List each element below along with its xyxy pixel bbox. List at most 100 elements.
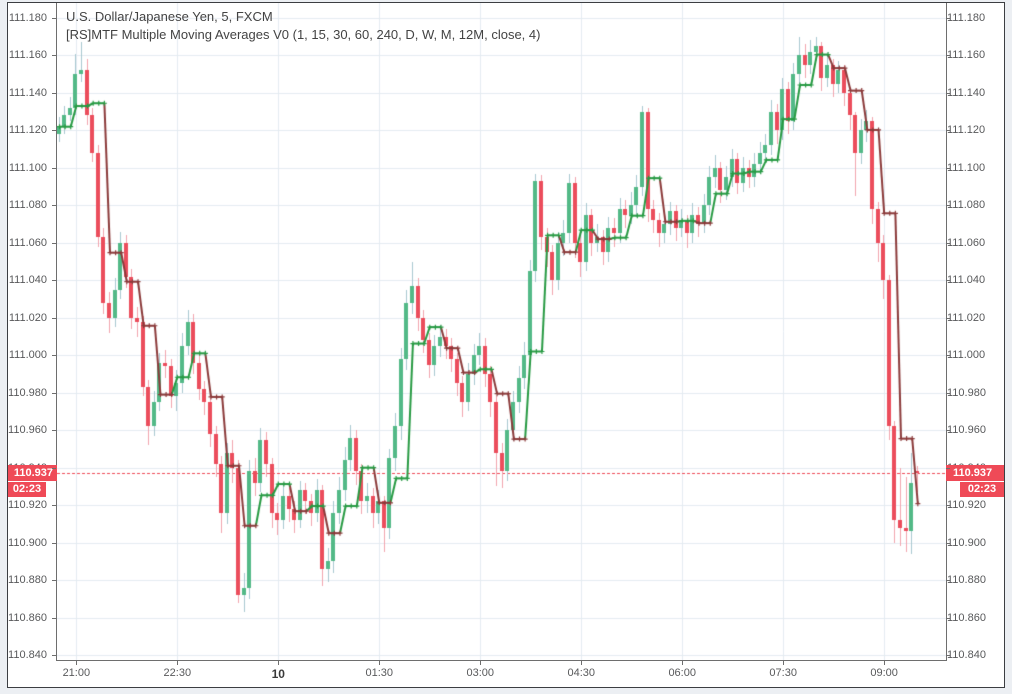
price-tick-label: 111.140 [8, 87, 47, 99]
price-tick-mark [52, 655, 56, 656]
price-tick-label: 111.100 [947, 162, 986, 174]
time-tick-mark [177, 661, 178, 665]
price-tick-label: 111.180 [8, 12, 47, 24]
time-scale[interactable] [8, 661, 1004, 687]
time-tick-label: 21:00 [62, 667, 91, 679]
price-tick-label: 111.020 [8, 312, 47, 324]
price-tick-mark [52, 505, 56, 506]
price-tick-mark [52, 580, 56, 581]
price-tick-label: 111.120 [8, 124, 47, 136]
right-price-scale[interactable]: 111.180 111.160 111.140 111.120 111.100 111.0… [947, 3, 1004, 661]
price-tick-mark [946, 543, 950, 544]
price-tick-mark [52, 18, 56, 19]
price-tick-label: 110.980 [8, 387, 47, 399]
time-tick-label: 06:00 [668, 667, 696, 679]
price-tick-mark [946, 205, 950, 206]
last-price-label-right: 110.937 [946, 465, 1004, 481]
price-tick-mark [946, 355, 950, 356]
price-tick-mark [52, 55, 56, 56]
time-tick-label: 07:30 [769, 667, 797, 679]
time-tick-label: 03:00 [466, 667, 495, 679]
price-tick-mark [52, 430, 56, 431]
time-tick-mark [581, 661, 582, 665]
price-tick-mark [946, 580, 950, 581]
price-tick-label: 111.040 [8, 274, 47, 286]
symbol-legend[interactable]: U.S. Dollar/Japanese Yen, 5, FXCM [66, 9, 273, 24]
price-tick-label: 110.960 [947, 424, 986, 436]
price-tick-label: 111.120 [947, 124, 986, 136]
price-tick-mark [946, 55, 950, 56]
price-tick-mark [946, 168, 950, 169]
time-tick-label: 09:00 [870, 667, 898, 679]
price-tick-label: 111.000 [947, 349, 986, 361]
price-tick-label: 111.160 [8, 49, 47, 61]
price-tick-label: 111.180 [947, 12, 986, 24]
price-tick-mark [946, 468, 950, 469]
left-price-scale[interactable]: 111.180 111.160 111.140 111.120 111.100 111.0… [8, 3, 56, 661]
time-tick-label: 04:30 [567, 667, 595, 679]
time-tick-label: 10 [271, 667, 285, 681]
price-tick-label: 111.020 [947, 312, 986, 324]
price-tick-label: 110.840 [947, 649, 986, 661]
price-tick-label: 111.000 [8, 349, 47, 361]
price-tick-mark [946, 93, 950, 94]
price-tick-mark [946, 130, 950, 131]
price-tick-mark [52, 168, 56, 169]
price-tick-mark [52, 205, 56, 206]
price-tick-label: 110.920 [947, 499, 986, 511]
price-tick-label: 110.880 [947, 574, 986, 586]
price-tick-label: 111.140 [947, 87, 986, 99]
price-tick-label: 110.900 [8, 537, 47, 549]
price-tick-label: 110.900 [947, 537, 986, 549]
price-tick-mark [946, 618, 950, 619]
price-tick-label: 110.880 [8, 574, 47, 586]
price-tick-label: 111.100 [8, 162, 47, 174]
price-tick-label: 111.040 [947, 274, 986, 286]
legend: U.S. Dollar/Japanese Yen, 5, FXCM [RS]MT… [66, 8, 540, 44]
time-tick-mark [682, 661, 683, 665]
price-tick-mark [52, 618, 56, 619]
price-tick-mark [52, 355, 56, 356]
time-tick-label: 01:30 [365, 667, 394, 679]
left-scale-border [56, 3, 57, 661]
price-tick-mark [52, 243, 56, 244]
price-tick-label: 110.860 [8, 612, 47, 624]
price-tick-mark [52, 468, 56, 469]
price-tick-label: 111.160 [947, 49, 986, 61]
price-tick-label: 110.980 [947, 387, 986, 399]
price-tick-label: 110.960 [8, 424, 47, 436]
time-scale-border [56, 660, 947, 661]
time-tick-mark [480, 661, 481, 665]
price-tick-mark [946, 393, 950, 394]
price-tick-label: 110.860 [947, 612, 986, 624]
price-tick-mark [946, 243, 950, 244]
price-tick-mark [52, 130, 56, 131]
price-tick-label: 110.920 [8, 499, 47, 511]
price-tick-mark [52, 393, 56, 394]
time-tick-label: 22:30 [163, 667, 192, 679]
price-tick-mark [946, 430, 950, 431]
time-tick-mark [278, 661, 279, 665]
right-scale-border [946, 3, 947, 661]
time-tick-mark [783, 661, 784, 665]
price-tick-mark [52, 318, 56, 319]
price-tick-mark [946, 505, 950, 506]
price-tick-label: 111.080 [8, 199, 47, 211]
price-tick-mark [946, 18, 950, 19]
time-tick-mark [379, 661, 380, 665]
price-tick-mark [52, 93, 56, 94]
price-tick-label: 111.060 [8, 237, 47, 249]
price-tick-mark [946, 318, 950, 319]
time-tick-mark [884, 661, 885, 665]
price-tick-mark [946, 655, 950, 656]
last-price-label-left: 110.937 [8, 465, 57, 481]
price-tick-mark [52, 543, 56, 544]
indicator-legend[interactable]: [RS]MTF Multiple Moving Averages V0 (1, … [66, 27, 541, 42]
price-tick-label: 111.060 [947, 237, 986, 249]
price-tick-label: 110.840 [8, 649, 47, 661]
price-tick-label: 111.080 [947, 199, 986, 211]
bar-countdown-right: 02:23 [960, 482, 1004, 497]
price-chart-canvas[interactable] [57, 3, 947, 660]
price-tick-mark [946, 280, 950, 281]
